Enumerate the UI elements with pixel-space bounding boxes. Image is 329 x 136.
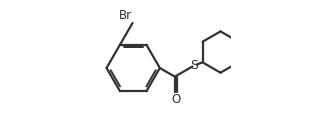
Text: O: O xyxy=(171,93,180,106)
Text: S: S xyxy=(190,59,198,72)
Text: Br: Br xyxy=(119,9,132,22)
